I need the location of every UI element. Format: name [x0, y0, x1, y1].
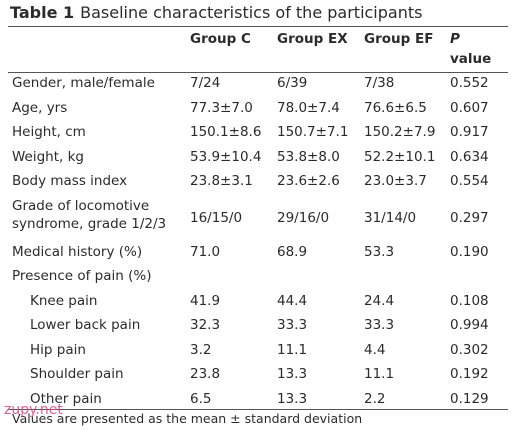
cell-value: 53.8±8.0 [277, 148, 340, 165]
cell-value: 0.994 [450, 317, 489, 333]
cell-value: 3.2 [190, 341, 212, 358]
row-label: Height, cm [12, 124, 86, 140]
cell-value: 23.0±3.7 [364, 173, 427, 189]
cell-value: 0.297 [450, 209, 489, 226]
cell-value: 150.7±7.1 [277, 124, 349, 140]
cell-value: 23.8±3.1 [190, 173, 253, 189]
row-label: Knee pain [30, 292, 98, 309]
cell-value: 0.552 [450, 75, 489, 91]
row-label: Hip pain [30, 341, 86, 358]
cell-value: 0.917 [450, 124, 489, 140]
cell-value: 32.3 [190, 317, 221, 333]
cell-value: 23.6±2.6 [277, 173, 340, 189]
row-label: Medical history (%) [12, 243, 143, 260]
cell-value: 52.2±10.1 [364, 148, 436, 165]
cell-value: 7/38 [364, 75, 395, 91]
cell-value: 0.192 [450, 366, 489, 382]
cell-value: 24.4 [364, 292, 395, 309]
cell-value: 0.129 [450, 390, 489, 407]
cell-value: 77.3±7.0 [190, 99, 253, 116]
cell-value: 6/39 [277, 75, 308, 91]
cell-value: 41.9 [190, 292, 221, 309]
cell-value: 0.302 [450, 341, 489, 358]
column-header: Group EF [364, 31, 434, 47]
column-header: value [450, 51, 492, 67]
row-label: Age, yrs [12, 99, 68, 116]
cell-value: 0.190 [450, 243, 489, 260]
cell-value: 13.3 [277, 366, 308, 382]
cell-value: 33.3 [364, 317, 395, 333]
cell-value: 76.6±6.5 [364, 99, 427, 116]
cell-value: 31/14/0 [364, 209, 417, 226]
cell-value: 0.108 [450, 292, 489, 309]
cell-value: 0.607 [450, 99, 489, 116]
row-label: Weight, kg [12, 148, 85, 165]
column-header: P [450, 31, 460, 47]
cell-value: 29/16/0 [277, 209, 330, 226]
cell-value: 16/15/0 [190, 209, 243, 226]
cell-value: 78.0±7.4 [277, 99, 340, 116]
footnote: Values are presented as the mean ± stand… [12, 411, 363, 426]
cell-value: 150.2±7.9 [364, 124, 436, 140]
cell-value: 53.9±10.4 [190, 148, 262, 165]
row-label: Presence of pain (%) [12, 268, 152, 284]
column-header: Group C [190, 31, 251, 47]
cell-value: 11.1 [277, 341, 308, 358]
cell-value: 13.3 [277, 390, 308, 407]
row-label: Lower back pain [30, 317, 141, 333]
cell-value: 23.8 [190, 366, 221, 382]
bottom-rule [8, 409, 508, 410]
cell-value: 0.554 [450, 173, 489, 189]
row-label: Shoulder pain [30, 366, 124, 382]
cell-value: 7/24 [190, 75, 221, 91]
row-label: Other pain [30, 390, 102, 407]
cell-value: 6.5 [190, 390, 212, 407]
cell-value: 11.1 [364, 366, 395, 382]
cell-value: 33.3 [277, 317, 308, 333]
table-title: Table 1 Baseline characteristics of the p… [10, 3, 422, 22]
cell-value: 4.4 [364, 341, 386, 358]
cell-value: 71.0 [190, 243, 221, 260]
cell-value: 150.1±8.6 [190, 124, 262, 140]
cell-value: 44.4 [277, 292, 308, 309]
cell-value: 68.9 [277, 243, 308, 260]
table-caption: Baseline characteristics of the particip… [80, 3, 423, 22]
watermark: zupy.net [4, 402, 63, 418]
cell-value: 53.3 [364, 243, 395, 260]
header-rule [8, 72, 508, 73]
cell-value: 0.634 [450, 148, 489, 165]
table-number: Table 1 [10, 3, 75, 22]
cell-value: 2.2 [364, 390, 386, 407]
row-label: Body mass index [12, 173, 128, 189]
row-label: Grade of locomotive syndrome, grade 1/2/… [12, 197, 167, 232]
row-label: Gender, male/female [12, 75, 155, 91]
column-header: Group EX [277, 31, 348, 47]
top-rule [8, 26, 508, 27]
